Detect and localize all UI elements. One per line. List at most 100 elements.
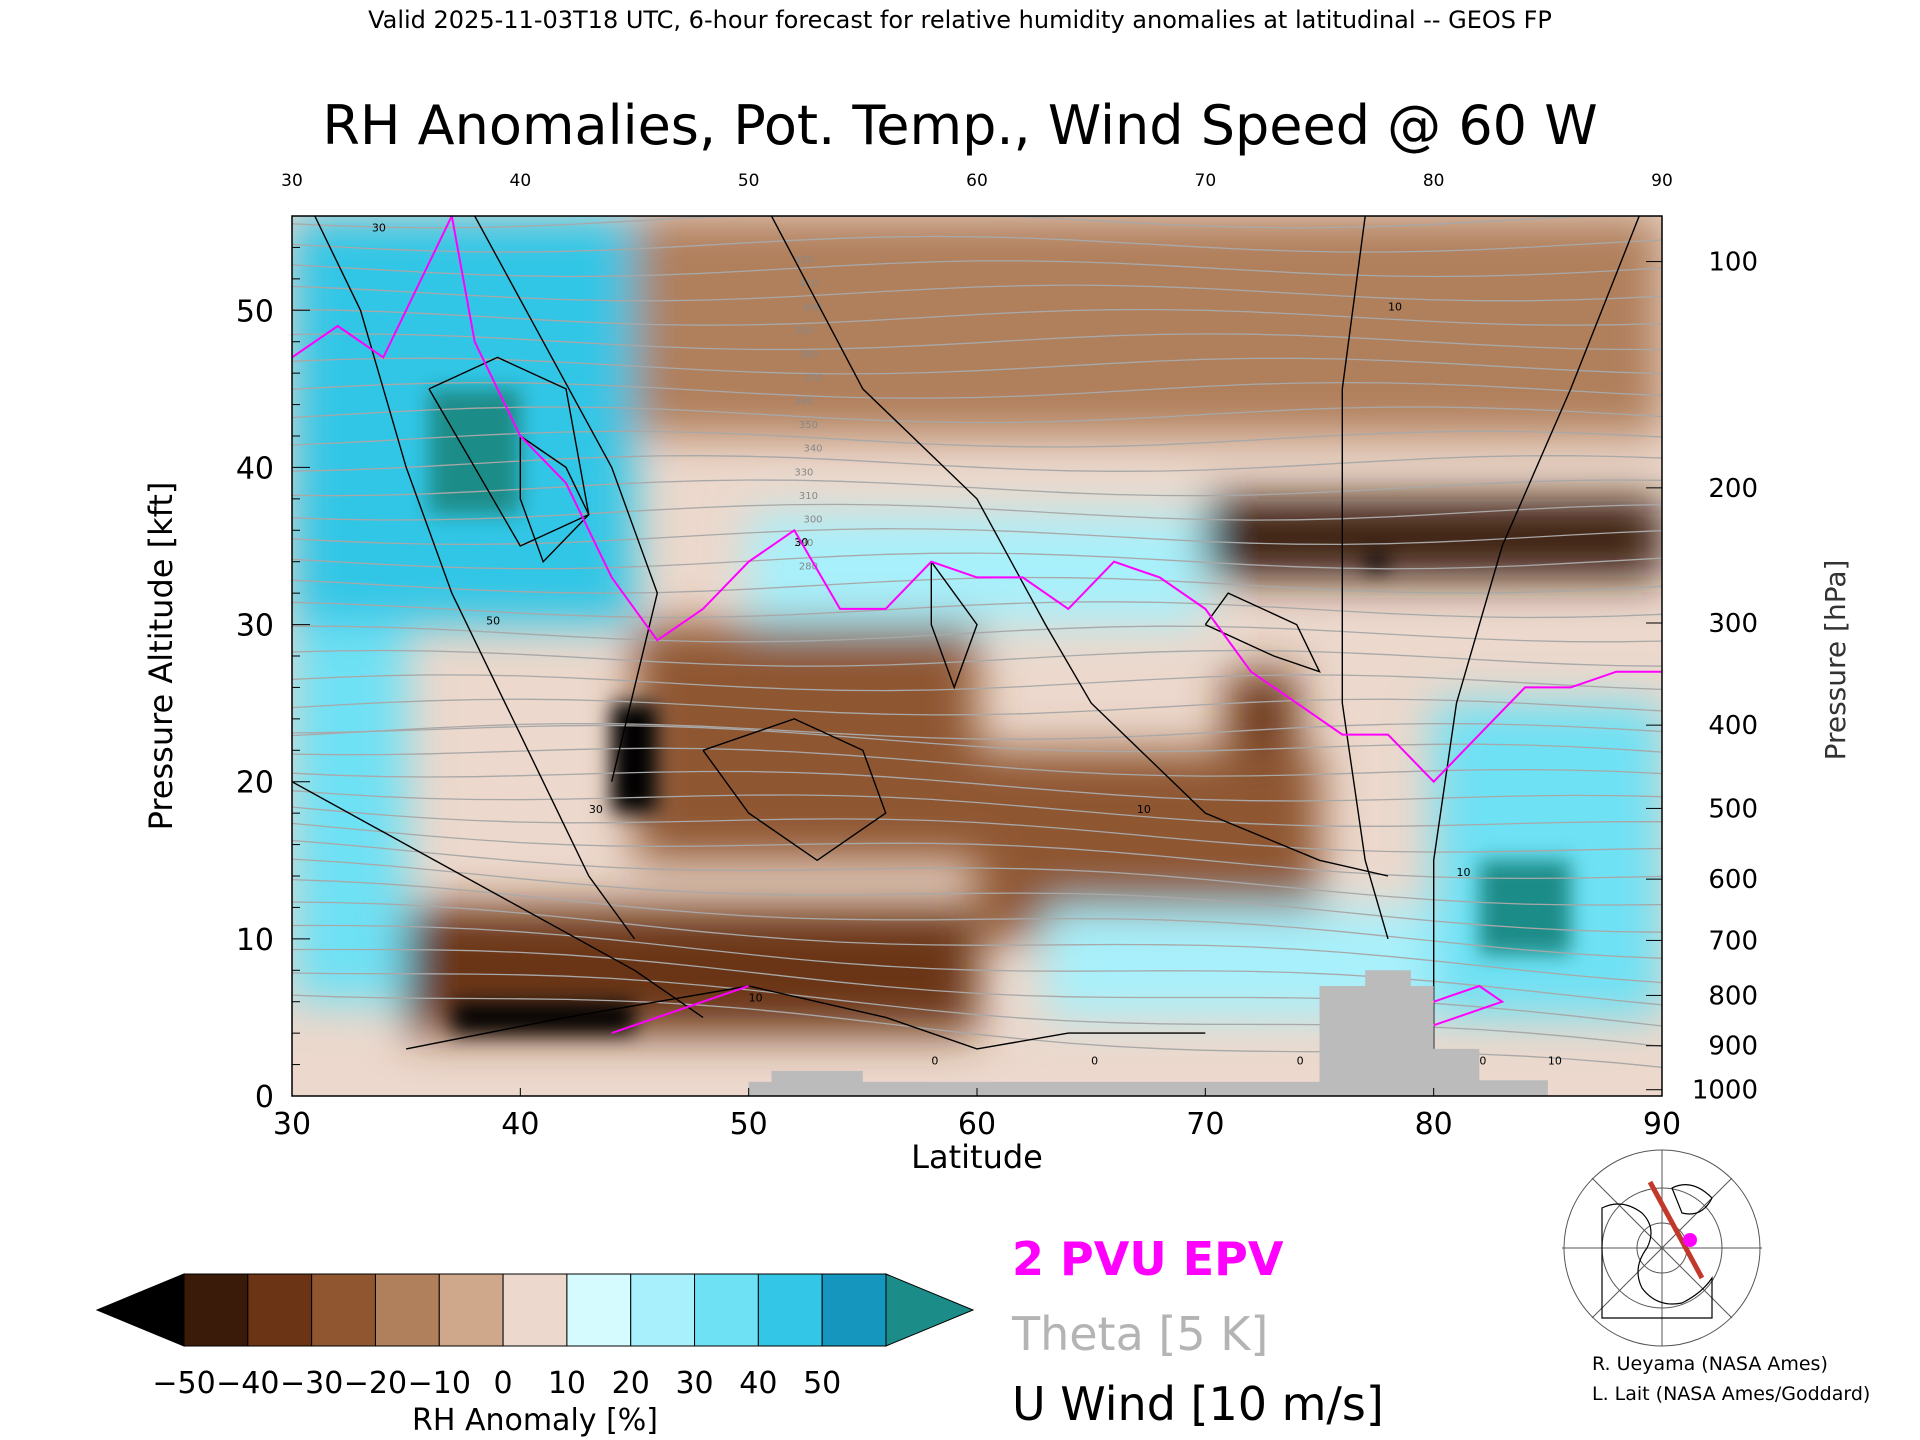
theta-contour-15 (292, 698, 1662, 716)
colorbar-swatch-5 (502, 1273, 568, 1347)
x-top-tick-label-6: 90 (1651, 171, 1673, 191)
colorbar-tick-label-2: −30 (280, 1366, 343, 1401)
y-tick-label-4: 40 (236, 451, 274, 486)
rh-anomaly-region-7 (1365, 553, 1388, 570)
wind-contour-6 (1433, 216, 1640, 1081)
wind-label-9: 0 (1091, 1055, 1098, 1068)
y-tick-label-1: 10 (236, 923, 274, 958)
wind-label-5: 10 (1137, 803, 1151, 816)
plot-area: 4204104003903803703603503403303103002902… (292, 216, 1662, 1096)
theta-contour-21 (292, 552, 1662, 570)
colorbar-tick-label-0: −50 (152, 1366, 215, 1401)
theta-contour-23 (292, 503, 1662, 521)
pressure-tick-label-0: 100 (1708, 248, 1758, 278)
colorbar-tick-label-7: 20 (612, 1366, 650, 1401)
colorbar-tick-label-6: 10 (548, 1366, 586, 1401)
wind-label-6: 10 (1457, 866, 1471, 879)
colorbar-swatch-6 (566, 1273, 632, 1347)
theta-label-13: 280 (799, 562, 818, 573)
wind-contour-3 (519, 435, 590, 563)
wind-label-4: 10 (1388, 300, 1402, 313)
rh-anomaly-region-2 (634, 216, 1662, 436)
colorbar-swatch-4 (438, 1273, 504, 1347)
pressure-tick-label-1: 200 (1708, 474, 1758, 504)
colorbar-over-arrow (885, 1273, 975, 1347)
colorbar-swatch-1 (247, 1273, 313, 1347)
wind-contour-10 (702, 718, 887, 862)
topography-shape (748, 970, 1548, 1096)
theta-contour-13 (292, 724, 1662, 753)
x-top-tick-label-2: 50 (738, 171, 760, 191)
theta-label-6: 360 (794, 397, 813, 408)
rh-anomaly-region-10 (451, 1001, 635, 1034)
wind-label-1: 50 (486, 615, 500, 628)
theta-label-2: 400 (803, 302, 822, 313)
theta-contour-34 (292, 235, 1662, 253)
theta-contour-14 (292, 722, 1662, 740)
colorbar: −50 −40 −30 −20 −10 0 10 20 30 40 50 (95, 1273, 975, 1401)
legend: 2 PVU EPV Theta [5 K] U Wind [10 m/s] (1011, 1232, 1384, 1431)
theta-contour-12 (292, 747, 1662, 777)
x-tick-label-2: 50 (730, 1107, 768, 1142)
colorbar-under-arrow (95, 1273, 185, 1347)
legend-entry-epv: 2 PVU EPV (1012, 1232, 1284, 1286)
wind-label-10: 0 (931, 1055, 938, 1068)
theta-contour-22 (292, 528, 1662, 546)
wind-contour-0 (314, 216, 636, 940)
x-tick-label-3: 60 (958, 1107, 996, 1142)
pressure-tick-label-8: 900 (1708, 1032, 1758, 1062)
pressure-tick-label-4: 500 (1708, 794, 1758, 824)
theta-label-11: 300 (803, 514, 822, 525)
legend-entry-uwind: U Wind [10 m/s] (1012, 1377, 1384, 1431)
x-tick-label-1: 40 (501, 1107, 539, 1142)
pressure-tick-label-2: 300 (1708, 609, 1758, 639)
theta-contour-31 (292, 308, 1662, 326)
y-axis-label: Pressure Altitude [kft] (142, 482, 180, 831)
x-tick-label-4: 70 (1186, 1107, 1224, 1142)
colorbar-tick-label-8: 30 (675, 1366, 713, 1401)
cross-section-line (1647, 1180, 1705, 1280)
theta-label-4: 380 (799, 349, 818, 360)
theta-contour-11 (292, 770, 1662, 802)
pressure-tick-label-6: 700 (1708, 926, 1758, 956)
colorbar-tick-label-9: 40 (739, 1366, 777, 1401)
theta-label-9: 330 (794, 467, 813, 478)
colorbar-swatch-2 (311, 1273, 376, 1347)
theta-contour-18 (292, 625, 1662, 643)
wind-label-11: 10 (749, 992, 763, 1005)
wind-label-12: 10 (1548, 1055, 1562, 1068)
credit-line-2: L. Lait (NASA Ames/Goddard) (1592, 1383, 1870, 1405)
wind-contour-5 (1341, 216, 1389, 940)
x-top-tick-label-1: 40 (510, 171, 532, 191)
x-tick-label-5: 80 (1415, 1107, 1453, 1142)
theta-contour-32 (292, 284, 1662, 302)
colorbar-swatch-3 (374, 1273, 440, 1347)
y-tick-label-3: 30 (236, 609, 274, 644)
theta-contour-9 (292, 806, 1662, 853)
colorbar-swatch-10 (821, 1273, 887, 1347)
theta-label-10: 310 (799, 491, 818, 502)
theta-label-3: 390 (794, 326, 813, 337)
theta-contour-19 (292, 601, 1662, 619)
colorbar-swatch-8 (694, 1273, 759, 1347)
theta-label-7: 350 (799, 420, 818, 431)
pressure-tick-label-3: 400 (1708, 711, 1758, 741)
x-tick-label-0: 30 (273, 1107, 311, 1142)
wind-contour-8 (930, 561, 978, 690)
wind-label-0: 30 (372, 222, 386, 235)
theta-contour-27 (292, 406, 1662, 424)
theta-contour-28 (292, 381, 1662, 399)
cross-section-center (1683, 1233, 1697, 1247)
wind-label-7: 0 (1297, 1055, 1304, 1068)
epv-contour-main (292, 216, 1662, 784)
x-axis-label: Latitude (911, 1138, 1043, 1176)
rh-anomaly-region-13 (1479, 860, 1571, 955)
theta-label-12: 290 (794, 538, 813, 549)
wind-contour-11 (292, 781, 704, 1018)
x-top-tick-label-4: 70 (1195, 171, 1217, 191)
topography (748, 970, 1548, 1096)
x-top-tick-label-3: 60 (966, 171, 988, 191)
colorbar-swatch-7 (630, 1273, 696, 1347)
